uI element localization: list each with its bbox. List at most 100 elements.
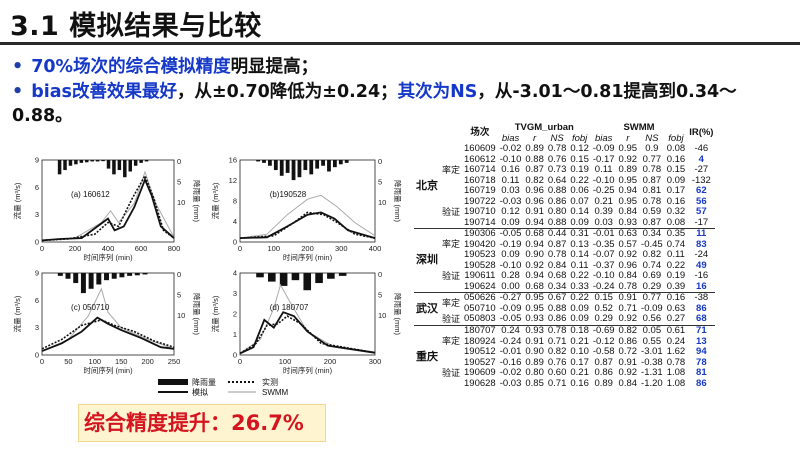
metric-cell: 0.09 xyxy=(501,249,520,260)
rain-bar xyxy=(68,160,73,166)
metric-cell: 0.64 xyxy=(547,174,567,186)
y2-tick-label: 5 xyxy=(177,291,181,300)
metric-cell: 0.15 xyxy=(666,164,686,175)
rain-bar xyxy=(119,273,125,278)
metric-cell: 0.39 xyxy=(594,206,613,217)
legend-sim-label: 模拟 xyxy=(192,387,208,397)
ir-cell: 4 xyxy=(698,153,704,165)
rain-bar xyxy=(297,160,302,178)
metric-cell: 0.71 xyxy=(547,377,567,389)
metric-cell: 0.19 xyxy=(570,164,589,175)
x-tick-label: 50 xyxy=(64,357,72,366)
x-tick-label: 100 xyxy=(267,244,280,253)
y-tick-label: 16 xyxy=(229,156,237,165)
sim-series xyxy=(41,177,175,242)
swmm-series xyxy=(239,194,376,239)
metric-cell: 0.08 xyxy=(666,216,686,228)
y2-tick-label: 5 xyxy=(177,178,181,187)
metric-cell: -0.10 xyxy=(592,174,615,186)
metric-cell: -0.05 xyxy=(497,228,524,240)
metric-cell: 0.71 xyxy=(547,335,567,347)
ir-cell: 86 xyxy=(696,377,707,389)
table-row: 190710 0.12 0.91 0.80 0.14 0.39 0.84 0.59 0.32 57 xyxy=(414,206,715,218)
metric-cell: 0.90 xyxy=(525,249,544,260)
x-tick-label: 300 xyxy=(369,357,382,366)
metric-cell: 0.03 xyxy=(501,185,520,196)
x-tick-label: 150 xyxy=(115,357,128,366)
metric-cell: 0.68 xyxy=(523,228,546,240)
rain-bar xyxy=(95,160,100,162)
y-tick-label: 0 xyxy=(233,351,237,360)
metric-cell: 0.09 xyxy=(570,302,589,314)
metric-cell: 0.95 xyxy=(618,174,638,186)
metric-cell: 0.95 xyxy=(618,195,638,207)
metric-cell: 0.10 xyxy=(570,346,589,357)
ir-cell: -132 xyxy=(691,174,711,186)
metric-cell: 0.14 xyxy=(570,206,589,217)
swmm-series xyxy=(41,287,175,352)
table-row: 050710 -0.09 0.95 0.88 0.09 0.52 0.71 -0.09 0.63… xyxy=(414,302,715,315)
metric-cell: 0.68 xyxy=(547,270,567,281)
metric-cell: 0.11 xyxy=(501,174,520,186)
table-row: 验证 190722 -0.03 0.96 0.86 0.07 0.21 0.95 0.78 0.1… xyxy=(414,195,715,217)
metric-cell: 0.11 xyxy=(594,164,613,175)
metric-cell: 0.91 xyxy=(618,356,638,368)
metric-cell: 0.22 xyxy=(570,270,589,281)
metric-cell: 0.87 xyxy=(594,356,613,368)
metric-cell: 0.92 xyxy=(618,249,638,260)
period-label: 率定 xyxy=(442,164,461,175)
metric-cell: -3.01 xyxy=(641,346,663,357)
chart-panel: 0 200 400 600 800 0 3 6 9 0 5 10 (a) 160612 时间序列 (min… xyxy=(12,156,202,263)
metric-cell: 0.11 xyxy=(570,259,589,271)
rain-bar xyxy=(256,160,260,162)
metric-cell: 0.78 xyxy=(547,143,567,154)
metric-cell: 0.32 xyxy=(666,206,686,217)
table-row: 北京 率定 160609 -0.02 0.89 0.78 0.12 -0.09 0.95 0.9 0… xyxy=(414,143,715,191)
y-tick-label: 9 xyxy=(35,269,39,278)
metric-cell: 0.15 xyxy=(590,292,617,304)
header-event: 场次 xyxy=(470,127,490,139)
summary-box xyxy=(78,404,326,442)
metric-cell: 0.27 xyxy=(666,313,686,325)
metric-cell: 0.78 xyxy=(642,164,662,175)
metric-cell: 0.76 xyxy=(547,356,567,368)
y2-axis-label: 降雨量 (mm) xyxy=(192,180,202,223)
metric-cell: 0.81 xyxy=(642,185,662,196)
x-tick-label: 200 xyxy=(301,244,314,253)
x-tick-label: 0 xyxy=(238,244,242,253)
metric-cell: 0.72 xyxy=(618,346,638,357)
metric-cell: 0.92 xyxy=(618,313,638,325)
ir-cell: 83 xyxy=(696,238,707,250)
rain-bar xyxy=(344,160,349,163)
metric-cell: 0.09 xyxy=(570,216,589,228)
rain-bar xyxy=(303,160,308,171)
metric-cell: 0.94 xyxy=(525,238,544,250)
metric-cell: 0.82 xyxy=(525,174,544,186)
bullet-1-highlight: 70%场次的综合模拟精度 xyxy=(31,57,231,77)
rain-bar xyxy=(63,160,67,171)
rain-bar xyxy=(117,160,122,171)
metric-cell: 0.11 xyxy=(667,249,685,260)
rain-bar xyxy=(111,273,117,279)
metric-cell: 0.93 xyxy=(618,216,638,228)
sim-series xyxy=(41,316,175,352)
metric-cell: 0.82 xyxy=(642,249,662,260)
event-id-cell: 190722 xyxy=(464,195,496,207)
event-id-cell: 190624 xyxy=(464,280,496,292)
event-id-cell: 190628 xyxy=(464,377,496,389)
metric-cell: -0.38 xyxy=(641,356,663,368)
metric-cell: -0.10 xyxy=(499,153,522,165)
metric-cell: 0.16 xyxy=(666,195,686,207)
ir-cell: 16 xyxy=(696,280,707,292)
metric-cell: 0.89 xyxy=(594,377,613,389)
figure-legend: 降雨量 模拟 实测 SWMM xyxy=(158,377,289,397)
header-swmm: SWMM xyxy=(623,122,655,133)
ir-cell: 68 xyxy=(696,313,707,325)
metric-cell: 0.91 xyxy=(525,335,544,347)
rain-bar xyxy=(338,273,347,276)
y2-axis-label: 降雨量 (mm) xyxy=(192,293,202,336)
metric-cell: -0.24 xyxy=(499,335,522,347)
rain-bar xyxy=(96,273,102,285)
period-label: 率定 xyxy=(440,325,463,358)
